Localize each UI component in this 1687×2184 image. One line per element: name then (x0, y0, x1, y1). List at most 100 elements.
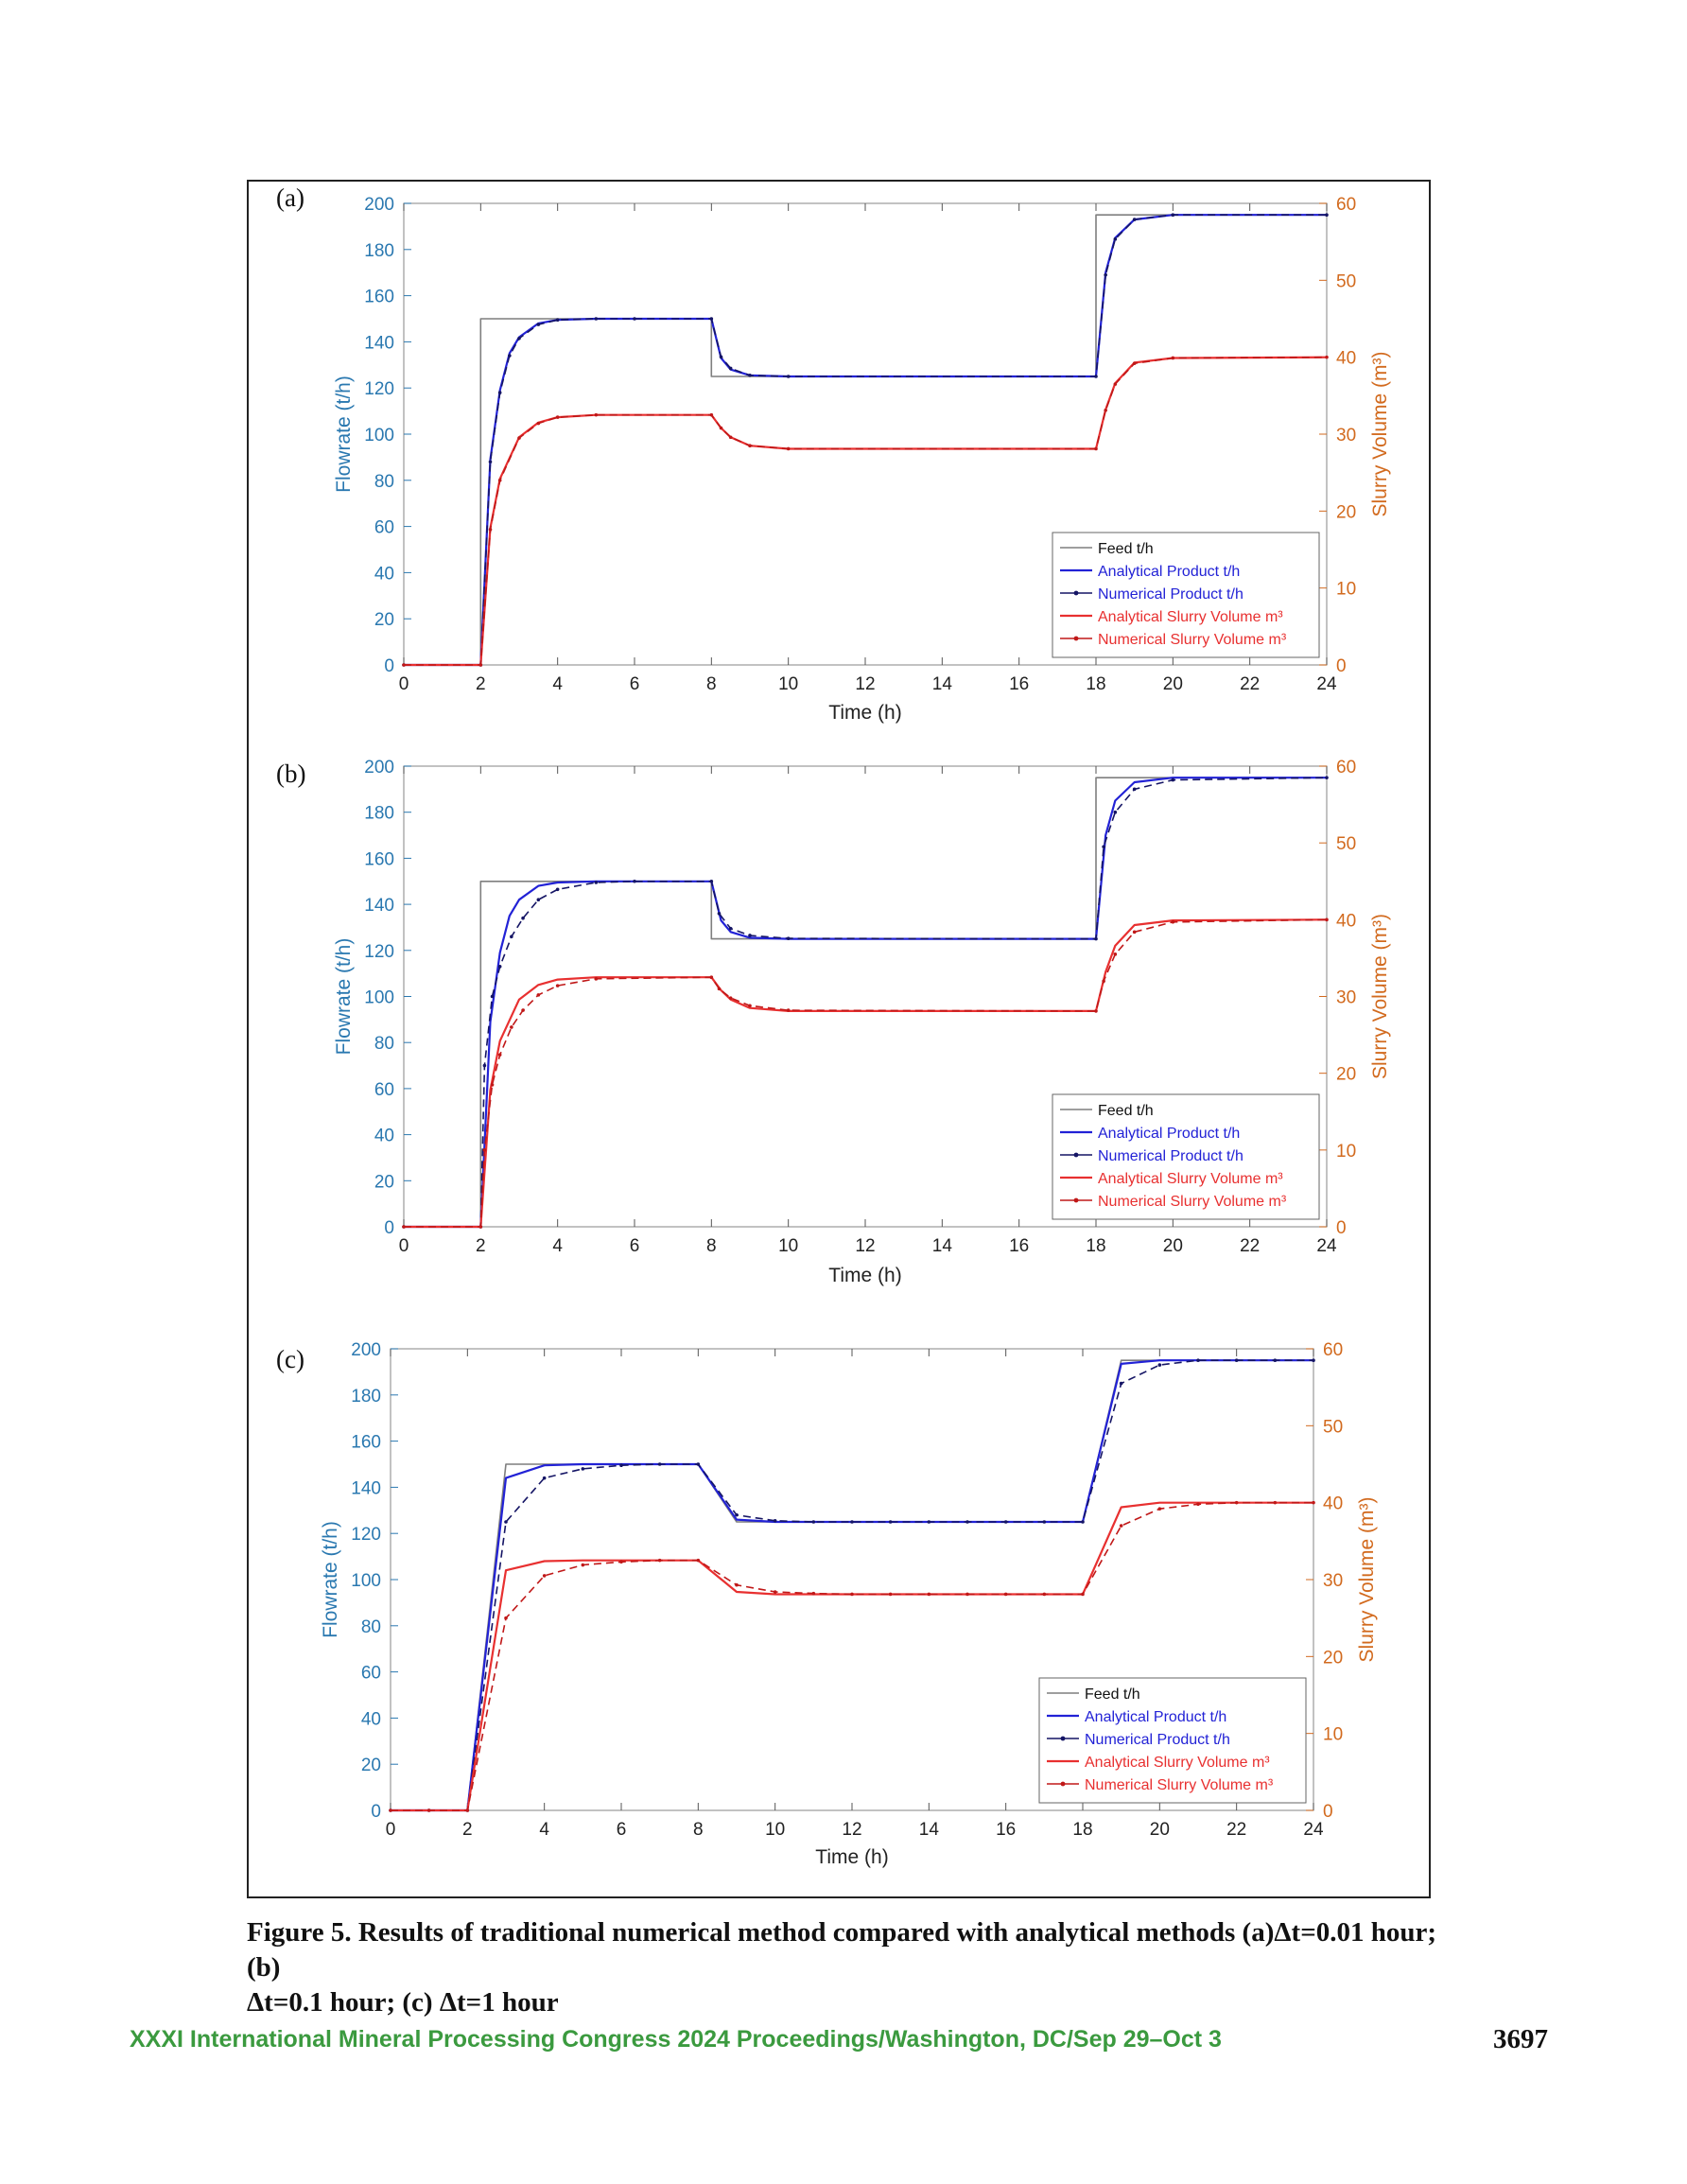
y-tick-label: 100 (364, 988, 394, 1008)
data-point (927, 1592, 931, 1597)
x-tick-label: 14 (932, 674, 953, 694)
y-tick-label: 20 (374, 610, 394, 630)
x-tick-label: 12 (855, 674, 875, 694)
data-point (508, 354, 512, 358)
data-point (389, 1808, 392, 1812)
x-tick-label: 18 (1086, 1236, 1105, 1256)
data-point (465, 1808, 470, 1812)
y-tick-label: 120 (364, 379, 394, 399)
x-tick-label: 18 (1086, 674, 1105, 694)
series-line-1 (404, 777, 1327, 1228)
page-number: 3697 (1493, 2024, 1548, 2054)
x-axis-label: Time (h) (828, 702, 901, 724)
y-tick-label: 160 (351, 1433, 381, 1453)
data-point (497, 479, 502, 482)
y-tick-label: 40 (374, 564, 394, 584)
data-point (927, 1520, 931, 1524)
data-point (1157, 1507, 1162, 1511)
data-point (594, 412, 599, 417)
data-point (717, 912, 722, 916)
legend: Feed t/h Analytical Product t/h Numerical … (1052, 532, 1320, 658)
y-right-tick-label: 40 (1323, 1494, 1343, 1514)
y-tick-label: 120 (351, 1525, 381, 1545)
data-point (497, 391, 502, 394)
x-tick-label: 12 (855, 1236, 875, 1256)
data-point (581, 1563, 585, 1567)
y-tick-label: 180 (364, 241, 394, 261)
y-tick-label: 160 (364, 288, 394, 307)
legend-label: Feed t/h (1098, 1103, 1154, 1119)
data-point (504, 1520, 508, 1524)
y-tick-label: 100 (351, 1571, 381, 1591)
data-point (488, 528, 493, 532)
data-point (594, 977, 599, 981)
legend: Feed t/h Analytical Product t/h Numerical … (1052, 1093, 1320, 1220)
x-tick-label: 16 (1009, 674, 1029, 694)
series-line-3 (404, 777, 1328, 1228)
chart-panel-3: 0 2 4 6 8 10 12 14 16 18 20 22 240204060801001201401… (276, 1340, 1378, 1868)
y-tick-label: 180 (351, 1387, 381, 1406)
data-point (1157, 1363, 1162, 1367)
x-tick-label: 2 (476, 1236, 486, 1256)
series-line-1 (404, 214, 1327, 666)
chart-panel-2: 0 2 4 6 8 10 12 14 16 18 20 22 240204060801001201401… (276, 758, 1391, 1286)
y-tick-label: 0 (384, 1218, 394, 1238)
y-right-tick-label: 0 (1336, 1218, 1347, 1238)
data-point (1132, 361, 1137, 365)
legend-label: Analytical Slurry Volume m³ (1098, 609, 1283, 625)
data-point (786, 375, 791, 378)
data-point (888, 1592, 893, 1597)
y-tick-label: 80 (374, 1034, 394, 1054)
data-point (581, 1467, 585, 1471)
data-point (965, 1520, 969, 1524)
y-right-tick-label: 20 (1336, 1065, 1356, 1085)
data-point (1094, 446, 1098, 451)
y-tick-label: 120 (364, 942, 394, 962)
x-tick-label: 4 (552, 674, 563, 694)
x-tick-label: 12 (842, 1820, 861, 1840)
data-point (657, 1462, 662, 1466)
data-point (773, 1518, 777, 1523)
legend: Feed t/h Analytical Product t/h Numerical … (1038, 1677, 1307, 1804)
legend-label: Analytical Product t/h (1098, 564, 1240, 580)
data-point (517, 336, 521, 341)
data-point (1003, 1520, 1008, 1524)
y-tick-label: 160 (364, 849, 394, 869)
data-point (1312, 1500, 1315, 1505)
data-point (555, 984, 560, 987)
data-point (657, 1558, 662, 1563)
data-point (517, 436, 521, 440)
x-tick-label: 20 (1150, 1820, 1170, 1840)
panel-label: (a) (276, 183, 304, 212)
data-point (1102, 979, 1105, 984)
data-point (402, 663, 406, 667)
legend-label: Analytical Product t/h (1098, 1126, 1240, 1142)
y-tick-label: 140 (351, 1478, 381, 1498)
data-point (888, 1520, 893, 1524)
data-point (735, 1582, 739, 1587)
legend-box (1052, 532, 1320, 658)
x-tick-label: 10 (778, 1236, 798, 1256)
data-point (555, 415, 560, 419)
data-point (1273, 1358, 1278, 1362)
y-right-tick-label: 40 (1336, 911, 1356, 931)
x-tick-label: 4 (539, 1820, 549, 1840)
data-point (482, 1148, 487, 1152)
x-tick-label: 0 (386, 1820, 396, 1840)
x-tick-label: 6 (630, 674, 640, 694)
data-point (490, 1083, 495, 1087)
y-tick-label: 40 (374, 1127, 394, 1146)
y-right-axis-label: Slurry Volume (m³) (1369, 351, 1391, 516)
data-point (478, 1225, 483, 1229)
x-tick-label: 16 (1009, 1236, 1029, 1256)
data-point (490, 994, 495, 999)
y-tick-label: 0 (371, 1802, 381, 1822)
data-point (1104, 272, 1107, 277)
x-tick-label: 10 (765, 1820, 785, 1840)
data-point (728, 996, 733, 1000)
y-right-tick-label: 20 (1336, 502, 1356, 522)
figure-caption: Figure 5. Results of traditional numeric… (247, 1915, 1448, 2020)
y-tick-label: 40 (361, 1709, 381, 1729)
legend-marker (1060, 1736, 1066, 1741)
